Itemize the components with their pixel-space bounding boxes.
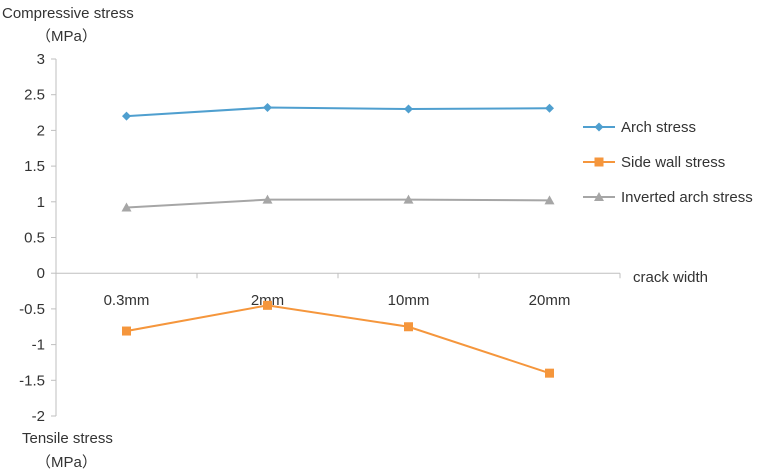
y-axis: 3 2.5 2 1.5 1 0.5 0 -0.5 -1 -1.5 -2 [19, 51, 57, 425]
series-line-inverted-arch-stress [126, 198, 550, 209]
x-tick-label: 10mm [388, 292, 430, 309]
data-point-inverted-arch-stress [262, 194, 273, 204]
data-point-arch-stress [545, 103, 554, 113]
x-tick-label: 20mm [529, 292, 571, 309]
data-point-arch-stress [404, 104, 413, 114]
y-tick-label: 1.5 [24, 158, 45, 175]
data-point-inverted-arch-stress [403, 194, 414, 204]
legend-marker-inverted-arch-stress [594, 192, 604, 201]
y-axis-bottom-title-line1: Tensile stress [22, 430, 113, 447]
legend-label-arch-stress: Arch stress [621, 119, 696, 136]
data-point-side-wall-stress [122, 326, 131, 336]
y-tick-label: 1 [37, 194, 45, 211]
y-tick-label: 0 [37, 265, 45, 282]
legend-label-side-wall-stress: Side wall stress [621, 154, 725, 171]
series-line-side-wall-stress [126, 304, 550, 375]
x-tick-label: 2mm [251, 292, 284, 309]
y-tick-label: 2.5 [24, 87, 45, 104]
data-point-arch-stress [263, 103, 272, 113]
data-point-inverted-arch-stress [121, 202, 132, 212]
data-point-side-wall-stress [263, 300, 272, 310]
series-layer [121, 103, 555, 378]
y-tick-label: 2 [37, 122, 45, 139]
x-axis-title: crack width [633, 269, 708, 286]
legend-label-inverted-arch-stress: Inverted arch stress [621, 189, 753, 206]
y-tick-label: -1 [32, 337, 45, 354]
x-axis: 0.3mm 2mm 10mm 20mm [55, 272, 621, 309]
data-point-inverted-arch-stress [544, 195, 555, 205]
legend-marker-arch-stress [594, 122, 604, 132]
y-axis-top-title-line2: （MPa） [36, 28, 97, 45]
data-point-arch-stress [122, 111, 131, 121]
data-point-side-wall-stress [545, 368, 554, 378]
data-point-side-wall-stress [404, 322, 413, 332]
y-axis-top-title-line1: Compressive stress [2, 5, 134, 22]
y-tick-label: -1.5 [19, 372, 45, 389]
x-tick-label: 0.3mm [104, 292, 150, 309]
y-tick-label: 0.5 [24, 230, 45, 247]
series-line-arch-stress [126, 106, 550, 118]
y-tick-label: -2 [32, 408, 45, 425]
y-axis-bottom-title-line2: （MPa） [36, 454, 97, 471]
y-tick-label: 3 [37, 51, 45, 68]
legend: Arch stress Side wall stress Inverted arch… [583, 119, 753, 206]
y-tick-label: -0.5 [19, 301, 45, 318]
legend-marker-side-wall-stress [594, 157, 604, 167]
